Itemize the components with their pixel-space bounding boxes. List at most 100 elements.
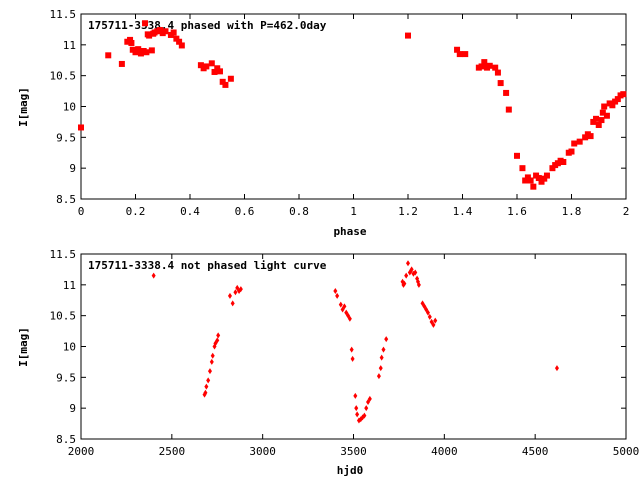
data-point [203, 63, 210, 70]
data-point [335, 292, 340, 299]
data-point [222, 81, 229, 88]
data-point [197, 62, 204, 69]
data-point [505, 106, 512, 113]
data-point [601, 103, 608, 110]
x-tick-label: 1.4 [453, 205, 473, 218]
y-axis-label: I[mag] [17, 87, 30, 127]
data-point [431, 321, 436, 328]
data-point [376, 373, 381, 380]
data-point [178, 42, 185, 49]
y-tick-label: 10 [63, 341, 76, 354]
data-point [462, 51, 469, 58]
data-point [405, 32, 411, 39]
data-point [127, 36, 134, 43]
data-point [227, 75, 234, 82]
x-tick-label: 3000 [249, 445, 276, 458]
y-ticks: 8.5 9 9.5 10 10.5 11 11.5 [50, 8, 626, 206]
data-point [216, 68, 223, 75]
data-point [427, 313, 432, 320]
data-point [207, 368, 212, 375]
data-point [543, 172, 550, 179]
data-point [409, 266, 414, 273]
data-point [216, 332, 221, 339]
y-tick-label: 10 [63, 101, 76, 114]
data-point [404, 272, 409, 279]
plot-frame [80, 253, 627, 440]
phased-light-curve-panel: 175711-3338.4 phased with P=462.0day pha… [17, 8, 629, 238]
data-point [214, 65, 221, 72]
data-point [603, 112, 610, 119]
data-point [162, 28, 169, 35]
data-point [527, 177, 534, 184]
unphased-light-curve-panel: 175711-3338.4 not phased light curve hjd… [17, 248, 639, 477]
data-points [151, 260, 559, 424]
x-tick-label: 5000 [613, 445, 640, 458]
data-point [593, 115, 600, 122]
data-point [519, 165, 526, 172]
data-point [549, 165, 556, 172]
data-point [355, 411, 360, 418]
data-point [143, 49, 150, 56]
y-tick-label: 8.5 [56, 193, 76, 206]
x-tick-label: 0.2 [126, 205, 146, 218]
data-point [587, 133, 594, 140]
data-point [148, 47, 155, 54]
data-point [142, 20, 149, 27]
chart-title: 175711-3338.4 not phased light curve [88, 259, 327, 272]
data-point [402, 280, 407, 287]
data-point [609, 102, 616, 109]
data-point [350, 355, 355, 362]
data-point [338, 301, 343, 308]
data-point [514, 152, 520, 159]
data-point [210, 352, 215, 359]
data-point [571, 140, 578, 147]
y-tick-label: 11.5 [50, 8, 77, 21]
data-point [379, 354, 384, 361]
data-point [105, 52, 112, 59]
data-point [560, 159, 567, 165]
data-point [568, 148, 575, 155]
data-point [481, 59, 488, 66]
data-point [497, 80, 504, 87]
data-point [333, 288, 338, 294]
data-point [128, 39, 135, 46]
data-point [454, 46, 461, 53]
x-tick-label: 0.8 [289, 205, 309, 218]
data-point [157, 27, 164, 34]
x-ticks: 0 0.2 0.4 0.6 0.8 1 1.2 1.4 1.6 1.8 2 [78, 14, 630, 218]
data-point [204, 383, 209, 390]
data-points [78, 20, 627, 190]
y-tick-label: 11 [63, 39, 76, 52]
data-point [118, 60, 125, 67]
data-point [598, 117, 605, 124]
data-point [494, 69, 501, 76]
data-point [238, 286, 243, 293]
data-point [132, 49, 139, 56]
data-point [208, 60, 215, 67]
data-point [347, 315, 352, 322]
data-point [378, 365, 383, 372]
y-tick-label: 9.5 [56, 371, 76, 384]
data-point [425, 309, 430, 316]
x-tick-label: 0 [78, 205, 85, 218]
data-point [233, 289, 238, 296]
data-point [353, 392, 358, 399]
data-point [367, 395, 372, 402]
data-point [599, 109, 606, 116]
data-point [211, 68, 218, 75]
data-point [595, 122, 602, 128]
x-tick-label: 2 [623, 205, 630, 218]
data-point [478, 63, 485, 70]
x-axis-label: phase [333, 225, 366, 238]
y-ticks: 8.5 9 9.5 10 10.5 11 11.5 [50, 248, 626, 446]
data-point [486, 62, 493, 69]
data-point [362, 412, 367, 419]
data-point [230, 300, 235, 307]
data-point [433, 317, 438, 324]
x-tick-label: 3500 [340, 445, 367, 458]
data-point [620, 91, 627, 98]
data-point [582, 134, 589, 141]
x-tick-label: 1.8 [562, 205, 582, 218]
data-point [590, 118, 597, 125]
data-point [206, 377, 211, 384]
